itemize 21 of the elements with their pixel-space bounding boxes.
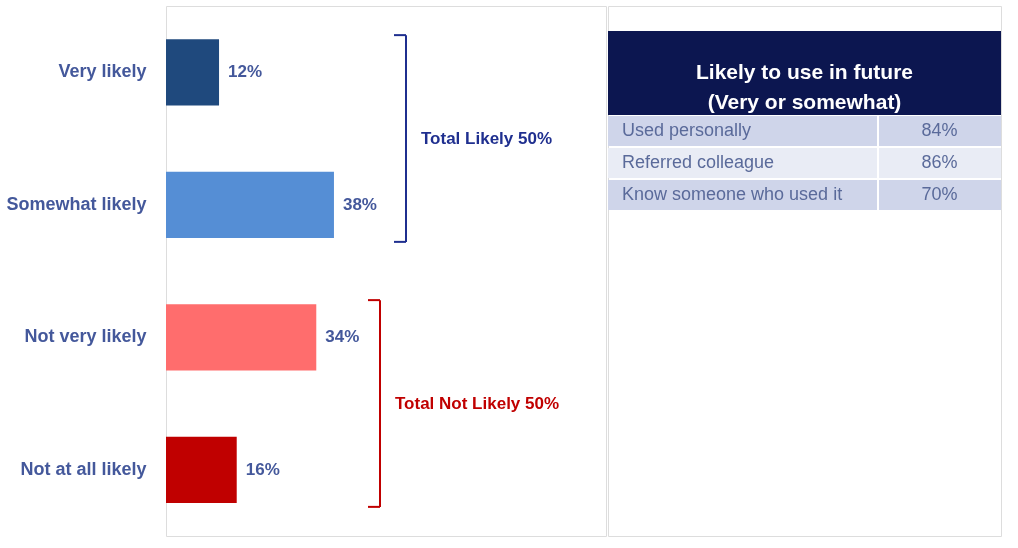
data-label: 34% <box>325 327 360 347</box>
y-tick-label: Somewhat likely <box>6 193 147 214</box>
y-tick-label: Very likely <box>58 61 147 82</box>
data-label: 38% <box>342 194 377 214</box>
y-tick-label: Not very likely <box>24 326 147 347</box>
data-label: 12% <box>228 62 263 82</box>
bar <box>166 304 317 371</box>
data-label: 84% <box>921 120 958 140</box>
bar <box>166 436 237 503</box>
text: Total Likely 50% <box>421 128 553 148</box>
category-label: Know someone who used it <box>622 184 843 204</box>
text: Likely to use in future (Very or somewhat) <box>695 60 914 113</box>
data-label: 86% <box>921 152 958 172</box>
data-label: 70% <box>921 184 958 204</box>
bar <box>166 39 220 106</box>
category-label: Used personally <box>622 120 752 140</box>
bar <box>166 171 334 238</box>
category-label: Referred colleague <box>622 152 775 172</box>
data-label: 16% <box>245 459 280 479</box>
y-tick-label: Not at all likely <box>20 458 147 479</box>
text: Total Not Likely 50% <box>395 393 560 413</box>
